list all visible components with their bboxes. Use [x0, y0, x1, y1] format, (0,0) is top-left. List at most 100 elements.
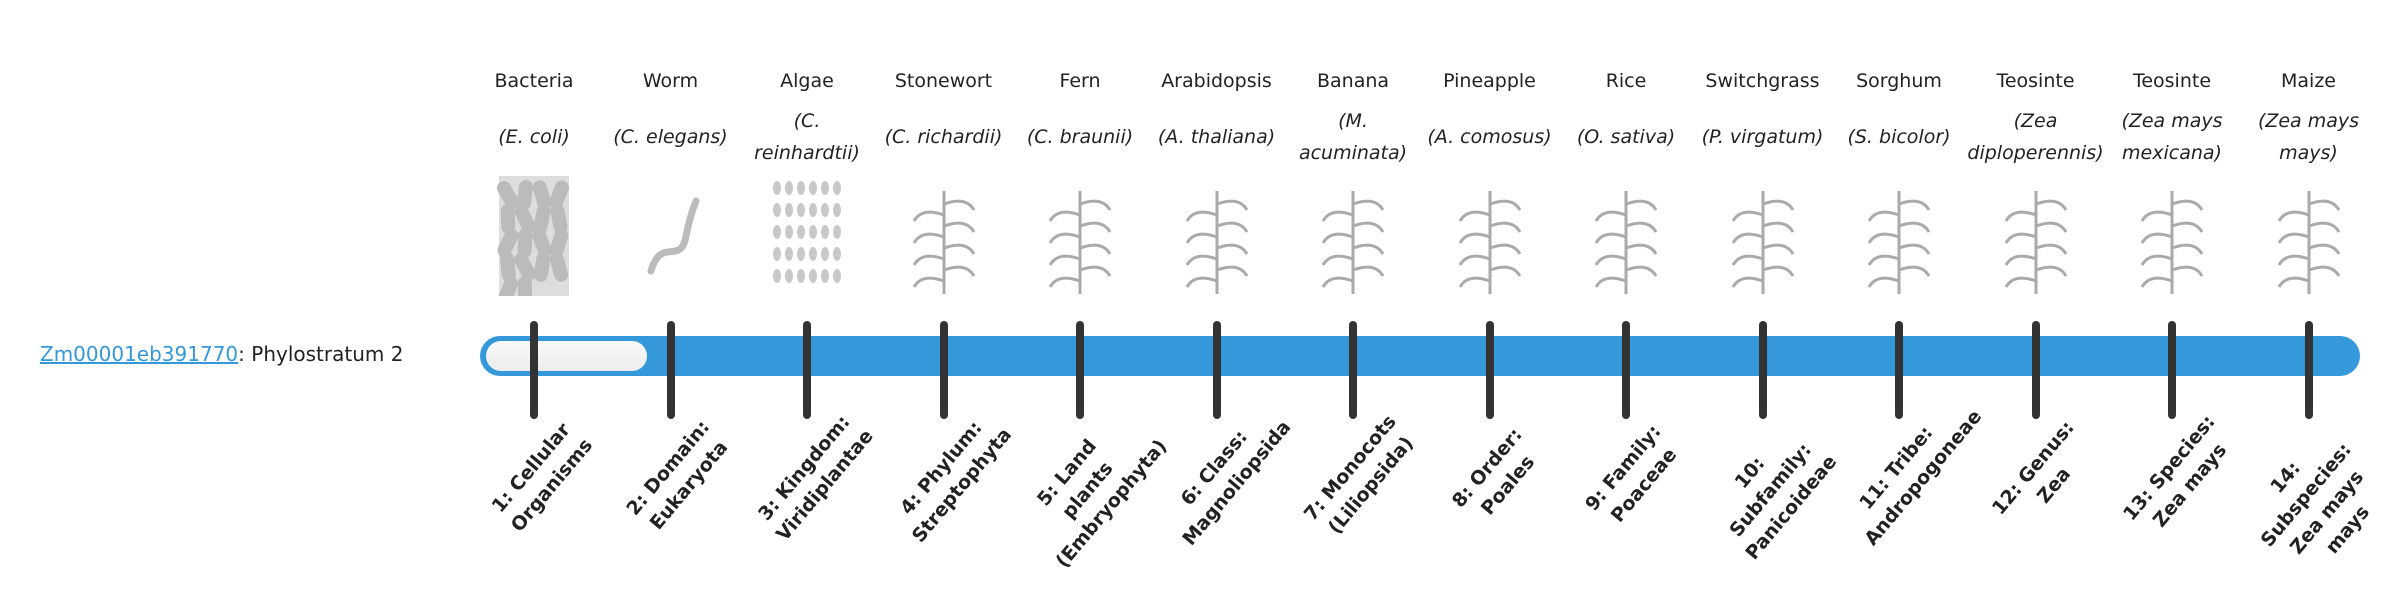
banana-icon — [1298, 176, 1408, 296]
organism-species-name: (M. acuminata) — [1285, 104, 1421, 170]
species-text: (C. reinhardtii) — [754, 110, 860, 164]
phylostratum-text: : Phylostratum 2 — [238, 342, 404, 366]
species-text: (M. acuminata) — [1298, 110, 1408, 164]
organism-column: Switchgrass (P. virgatum) — [1695, 66, 1831, 170]
organism-species-name: (P. virgatum) — [1695, 104, 1831, 170]
organism-common-name: Fern — [1059, 70, 1101, 92]
stratum-tick — [1076, 321, 1084, 419]
stratum-label: 4: Phylum: Streptophyta — [895, 416, 1016, 547]
organism-species-name: (C. reinhardtii) — [739, 104, 875, 170]
species-text: (C. braunii) — [1026, 126, 1134, 148]
organism-common-name: Worm — [642, 70, 699, 92]
organism-column: Arabidopsis (A. thaliana) — [1149, 66, 1285, 170]
switchgrass-icon — [1708, 176, 1818, 296]
stratum-tick — [2031, 321, 2040, 419]
stratum-tick — [1349, 321, 1357, 419]
organism-common-name: Banana — [1316, 70, 1390, 92]
sorghum-icon — [1844, 176, 1954, 296]
species-text: (Zea diploperennis) — [1967, 110, 2104, 164]
organism-common-name: Sorghum — [1856, 70, 1942, 92]
gene-label: Zm00001eb391770: Phylostratum 2 — [40, 340, 403, 368]
organism-common-name: Arabidopsis — [1161, 70, 1272, 92]
teosinte-mexicana-icon — [2117, 176, 2227, 296]
stratum-tick — [1758, 321, 1767, 419]
stratum-label: 6: Class: Magnoliopsida — [1176, 416, 1295, 550]
stratum-tick — [530, 321, 538, 419]
stratum-label: 8: Order: Poales — [1447, 424, 1539, 520]
organism-species-name: (S. bicolor) — [1831, 104, 1967, 170]
species-text: (P. virgatum) — [1701, 126, 1824, 148]
species-text: (Zea mays mays) — [2257, 110, 2360, 164]
organism-column: Pineapple (A. comosus) — [1422, 66, 1558, 170]
organism-species-name: (A. thaliana) — [1149, 104, 1285, 170]
stratum-tick — [1485, 321, 1494, 419]
worm-icon — [616, 176, 726, 296]
organism-column: Algae (C. reinhardtii) — [739, 66, 875, 170]
stratum-label: 7: Monocots (Liliopsida) — [1299, 410, 1418, 539]
organism-column: Stonewort (C. richardii) — [876, 66, 1012, 170]
organism-common-name: Stonewort — [894, 70, 993, 92]
teosinte-icon — [1981, 176, 2091, 296]
bacteria-icon — [479, 176, 589, 306]
species-text: (Zea mays mexicana) — [2121, 110, 2223, 164]
organism-species-name: (C. richardii) — [876, 104, 1012, 170]
stratum-label: 5: Land plants (Embryophyta) — [1032, 435, 1172, 573]
organism-species-name: (E. coli) — [466, 104, 602, 170]
stratum-label: 9: Family: Poaceae — [1581, 420, 1682, 527]
organism-common-name: Algae — [780, 70, 834, 92]
species-text: (A. thaliana) — [1157, 126, 1276, 148]
organism-species-name: (Zea mays mexicana) — [2104, 104, 2240, 170]
organism-common-name: Teosinte — [2132, 70, 2212, 92]
organism-species-name: (Zea mays mays) — [2241, 104, 2377, 170]
organism-common-name: Pineapple — [1443, 70, 1536, 92]
stratum-label: 2: Domain: Eukaryota — [621, 416, 732, 535]
stratum-tick — [2304, 321, 2313, 419]
stratum-label: 13: Species: Zea mays — [2118, 410, 2232, 532]
organism-column: Bacteria (E. coli) — [466, 66, 602, 170]
organism-common-name: Maize — [2281, 70, 2336, 92]
organism-species-name: (C. braunii) — [1012, 104, 1148, 170]
stratum-tick — [666, 321, 675, 419]
algae-icon — [752, 176, 862, 296]
stonewort-icon — [889, 176, 999, 296]
species-text: (C. richardii) — [884, 126, 1003, 148]
gene-link[interactable]: Zm00001eb391770 — [40, 342, 239, 366]
stratum-tick — [1212, 321, 1221, 419]
stratum-tick — [803, 321, 811, 419]
organism-species-name: (O. sativa) — [1558, 104, 1694, 170]
phylostratum-bar — [480, 336, 2360, 376]
organism-column: Fern (C. braunii) — [1012, 66, 1148, 170]
organism-column: Banana (M. acuminata) — [1285, 66, 1421, 170]
organism-species-name: (Zea diploperennis) — [1967, 104, 2104, 170]
organism-common-name: Bacteria — [494, 70, 574, 92]
fern-icon — [1025, 176, 1135, 296]
species-text: (C. elegans) — [613, 126, 728, 148]
stratum-label: 3: Kingdom: Viridiplantae — [754, 411, 878, 546]
organism-common-name: Teosinte — [1996, 70, 2075, 92]
maize-icon — [2254, 176, 2364, 296]
bar-fill-unmatched — [486, 341, 647, 371]
organism-column: Teosinte (Zea mays mexicana) — [2104, 66, 2240, 170]
organism-species-name: (A. comosus) — [1422, 104, 1558, 170]
organism-column: Rice (O. sativa) — [1558, 66, 1694, 170]
organism-common-name: Rice — [1605, 70, 1647, 92]
stratum-label: 14: Subspecies: Zea mays mays — [2256, 438, 2374, 559]
organism-species-name: (C. elegans) — [603, 104, 739, 170]
species-text: (O. sativa) — [1576, 126, 1676, 148]
stratum-label: 1: Cellular Organisms — [487, 418, 598, 537]
rice-icon — [1571, 176, 1681, 296]
organism-column: Teosinte (Zea diploperennis) — [1967, 66, 2104, 170]
pineapple-icon — [1435, 176, 1545, 296]
organism-column: Worm (C. elegans) — [603, 66, 739, 170]
organism-column: Sorghum (S. bicolor) — [1831, 66, 1967, 170]
species-text: (A. comosus) — [1427, 126, 1552, 148]
arabidopsis-icon — [1162, 176, 1272, 296]
stratum-label: 11: Tribe: Andropogoneae — [1855, 405, 1987, 550]
stratum-tick — [2168, 321, 2176, 419]
stratum-tick — [1895, 321, 1903, 419]
stratum-label: 10: Subfamily: Panicoideae — [1724, 439, 1841, 565]
species-text: (E. coli) — [498, 126, 570, 148]
organism-common-name: Switchgrass — [1705, 70, 1820, 92]
species-text: (S. bicolor) — [1847, 126, 1951, 148]
organism-column: Maize (Zea mays mays) — [2241, 66, 2377, 170]
